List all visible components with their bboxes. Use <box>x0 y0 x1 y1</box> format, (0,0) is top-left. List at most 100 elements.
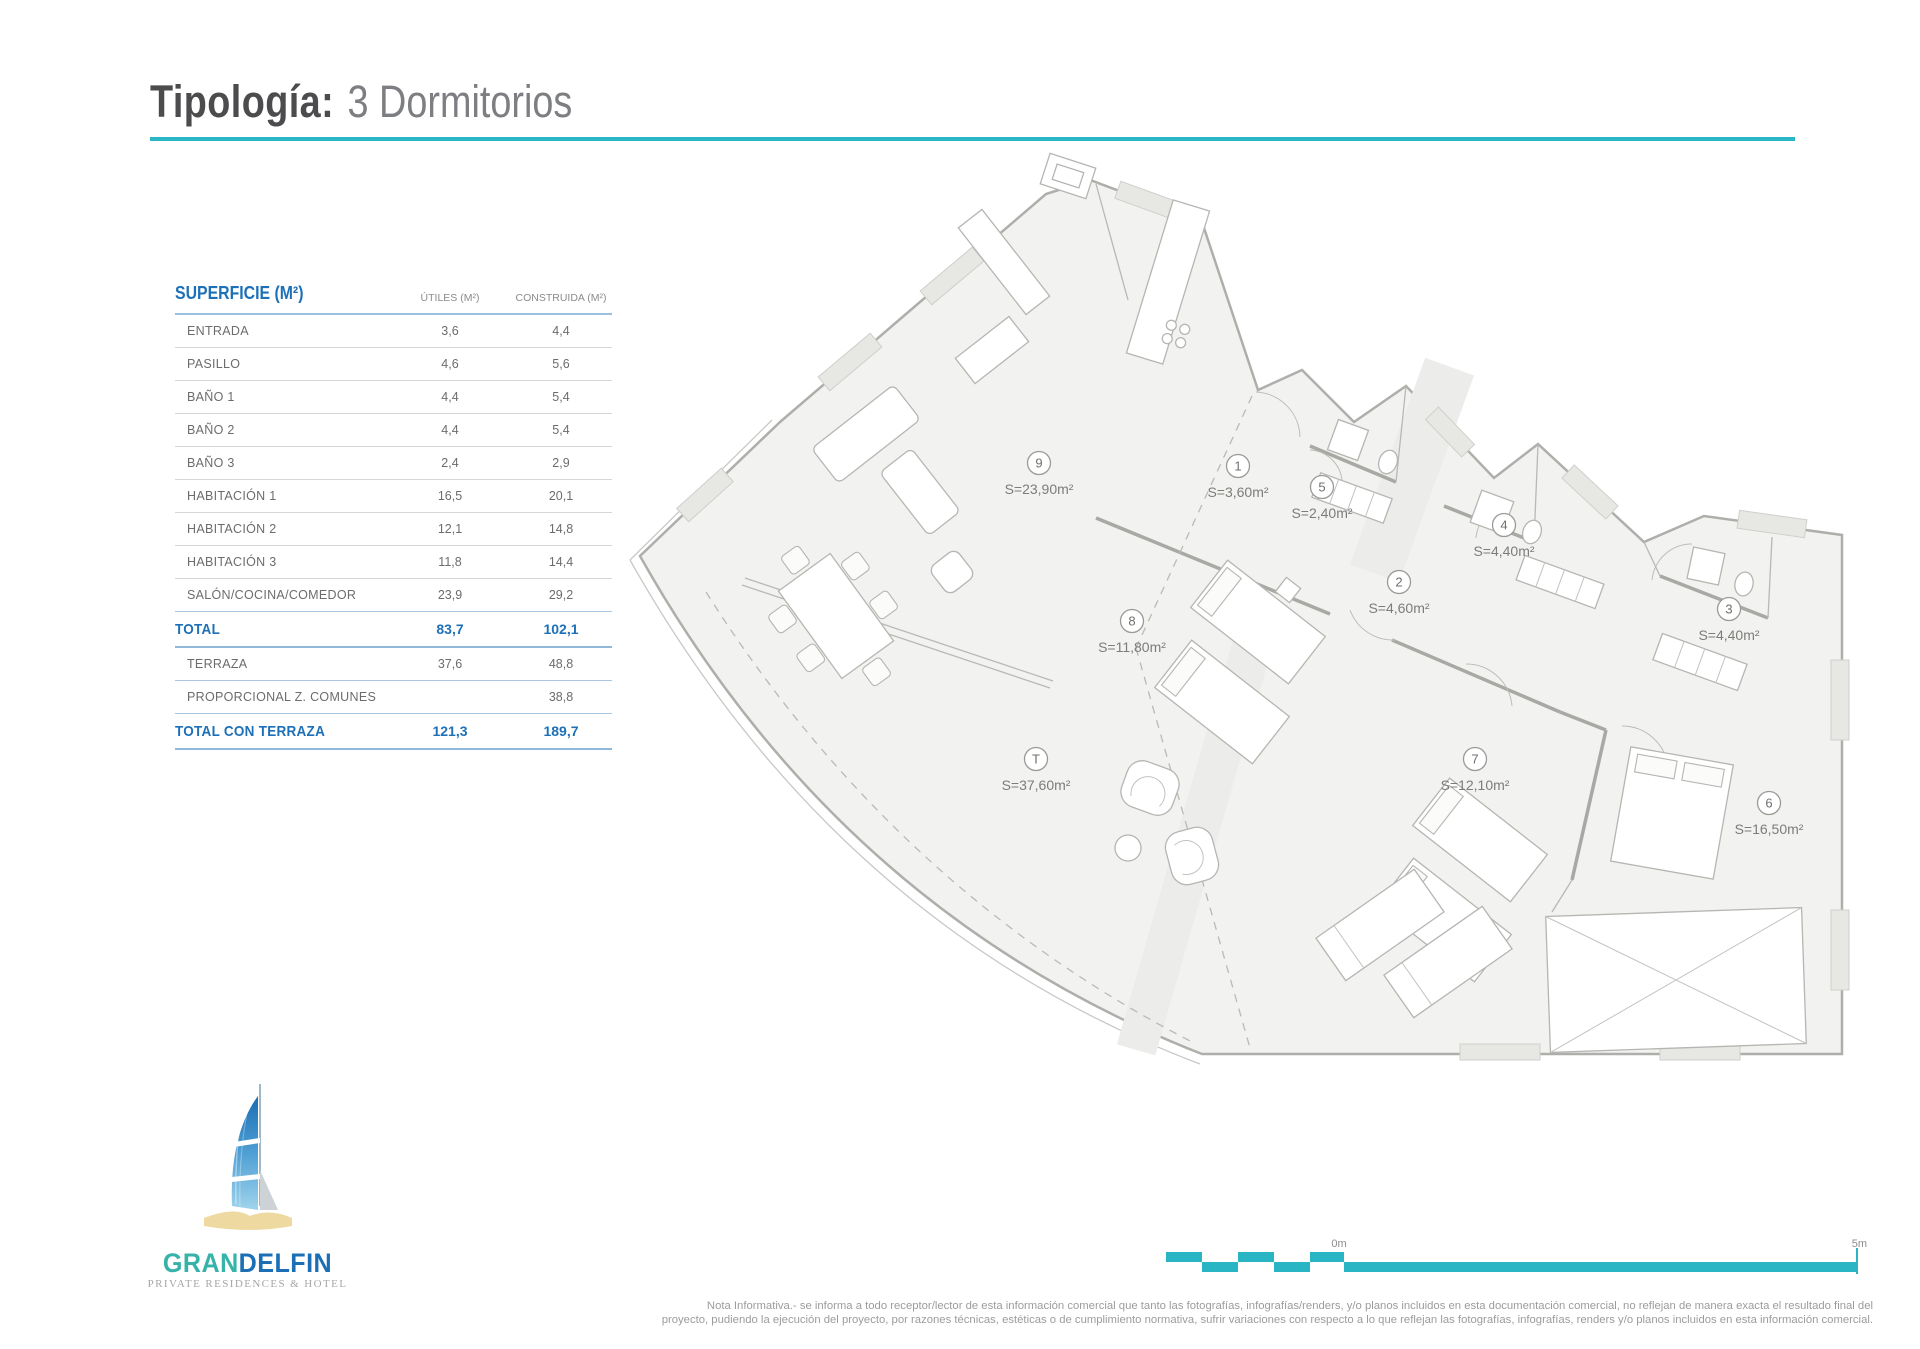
table-row: TOTAL CON TERRAZA 121,3 189,7 <box>175 714 612 750</box>
row-value-construida: 14,8 <box>548 522 574 536</box>
table-row: HABITACIÓN 3 11,8 14,4 <box>175 546 612 579</box>
scale-segment <box>1310 1252 1344 1262</box>
svg-text:S=16,50m²: S=16,50m² <box>1735 821 1804 837</box>
title-typology-value: 3 Dormitorios <box>347 76 573 127</box>
scale-bar: 0m 5m <box>1166 1238 1867 1278</box>
row-value-utiles: 11,8 <box>438 555 462 569</box>
scale-end-tick <box>1856 1248 1858 1274</box>
window-hatch <box>1424 406 1476 458</box>
svg-text:S=4,40m²: S=4,40m² <box>1698 627 1759 643</box>
row-value-construida: 14,4 <box>548 555 574 569</box>
terrace-table <box>1114 834 1142 862</box>
table-row: HABITACIÓN 2 12,1 14,8 <box>175 513 612 546</box>
disclaimer-line-1: Nota Informativa.- se informa a todo rec… <box>706 1300 1873 1312</box>
row-label: TOTAL CON TERRAZA <box>175 722 326 740</box>
room-label: 6 S=16,50m² <box>1735 790 1804 837</box>
terrace-parapet-line <box>629 559 1201 1065</box>
tv-table <box>954 315 1030 385</box>
row-value-utiles: 23,9 <box>437 588 463 602</box>
row-value-construida: 5,6 <box>552 357 570 371</box>
scale-zero-label: 0m <box>1331 1238 1347 1250</box>
toilet <box>1734 571 1754 597</box>
row-label: HABITACIÓN 3 <box>187 555 277 569</box>
row-value-construida: 48,8 <box>548 657 574 671</box>
row-value-utiles: 12,1 <box>437 522 463 536</box>
row-value-utiles: 4,6 <box>441 357 459 371</box>
row-label: BAÑO 1 <box>187 390 235 404</box>
legal-disclaimer: Nota Informativa.- se informa a todo rec… <box>520 1300 1873 1327</box>
table-row: PASILLO 4,6 5,6 <box>175 348 612 381</box>
room-label: 4 S=4,40m² <box>1473 512 1535 559</box>
table-row: PROPORCIONAL Z. COMUNES 38,8 <box>175 681 612 714</box>
row-label: BAÑO 3 <box>187 456 235 470</box>
row-value-utiles: 2,4 <box>441 456 459 470</box>
svg-text:S=3,60m²: S=3,60m² <box>1207 484 1268 500</box>
scale-segment <box>1238 1252 1274 1262</box>
svg-text:S=4,60m²: S=4,60m² <box>1368 600 1429 616</box>
terrace-chair <box>1120 760 1180 816</box>
row-value-construida: 5,4 <box>552 390 570 404</box>
logo-subtitle: PRIVATE RESIDENCES & HOTEL <box>147 1278 348 1290</box>
svg-text:7: 7 <box>1471 752 1478 767</box>
svg-text:1: 1 <box>1234 459 1241 474</box>
room-label: 2 S=4,60m² <box>1368 569 1430 616</box>
page-title: Tipología: 3 Dormitorios <box>150 76 572 128</box>
svg-text:3: 3 <box>1725 602 1732 617</box>
vent-block <box>1039 152 1097 200</box>
bed <box>1189 559 1327 685</box>
row-label: HABITACIÓN 1 <box>187 489 277 503</box>
wardrobe <box>1652 632 1748 692</box>
row-label: HABITACIÓN 2 <box>187 522 277 536</box>
room-label: 7 S=12,10m² <box>1441 746 1510 793</box>
svg-text:S=2,40m²: S=2,40m² <box>1291 505 1352 521</box>
scale-segment <box>1274 1262 1310 1272</box>
window-hatch <box>675 467 735 523</box>
svg-text:6: 6 <box>1765 796 1772 811</box>
svg-text:S=11,80m²: S=11,80m² <box>1098 639 1166 655</box>
row-value-construida: 189,7 <box>543 723 579 739</box>
logo-wordmark: GRANDELFIN <box>152 1248 343 1279</box>
svg-text:2: 2 <box>1395 575 1402 590</box>
window-hatch <box>1830 909 1850 991</box>
room-label: 8 S=11,80m² <box>1098 608 1166 655</box>
floor-plan: 9 S=23,90m² 1 S=3,60m² 5 S=2,40m² 4 S=4,40m² 2 S=… <box>629 152 1850 1065</box>
sofa <box>813 386 919 482</box>
kitchen-counter <box>957 208 1051 316</box>
disclaimer-line-2: proyecto, pudiendo la ejecución del proy… <box>661 1313 1873 1326</box>
stove <box>1161 319 1191 349</box>
scale-segment <box>1202 1262 1238 1272</box>
row-value-utiles: 83,7 <box>436 621 464 637</box>
title-accent-rule <box>150 137 1795 141</box>
room-label: 3 S=4,40m² <box>1698 596 1760 643</box>
table-row: BAÑO 2 4,4 5,4 <box>175 414 612 447</box>
logo-text-delfin: DELFIN <box>238 1248 333 1278</box>
sun-lounger <box>1383 905 1513 1019</box>
row-label: PROPORCIONAL Z. COMUNES <box>187 690 377 704</box>
scale-main-bar <box>1344 1262 1857 1272</box>
row-label: TERRAZA <box>187 657 248 671</box>
sail-tower-icon <box>204 1084 292 1230</box>
armchair <box>930 550 974 594</box>
double-bed <box>1609 746 1735 880</box>
svg-text:4: 4 <box>1500 518 1507 533</box>
nightstand <box>1274 576 1302 604</box>
row-value-construida: 4,4 <box>552 324 570 338</box>
bed <box>1153 639 1291 765</box>
surface-table: SUPERFICIE (M²) ÚTILES (M²) CONSTRUIDA (… <box>175 283 612 750</box>
table-row: HABITACIÓN 1 16,5 20,1 <box>175 480 612 513</box>
row-value-construida: 38,8 <box>548 690 574 704</box>
row-label: SALÓN/COCINA/COMEDOR <box>187 588 357 602</box>
sun-lounger <box>1315 868 1445 982</box>
wardrobe <box>1515 554 1605 610</box>
row-value-utiles: 37,6 <box>437 657 463 671</box>
table-row: TERRAZA 37,6 48,8 <box>175 648 612 681</box>
row-value-construida: 102,1 <box>543 621 579 637</box>
sofa <box>881 449 959 535</box>
row-label: PASILLO <box>187 357 241 371</box>
row-value-construida: 20,1 <box>548 489 574 503</box>
window-hatch <box>1830 659 1850 741</box>
svg-text:T: T <box>1032 752 1040 767</box>
table-row: BAÑO 1 4,4 5,4 <box>175 381 612 414</box>
kitchen-counter <box>1125 199 1211 365</box>
